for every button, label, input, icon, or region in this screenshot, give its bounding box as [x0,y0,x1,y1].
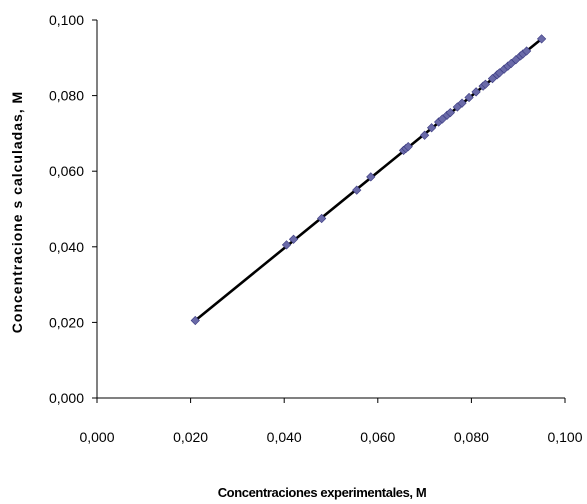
data-point [445,107,455,118]
data-point [426,123,437,133]
data-point [471,87,481,97]
x-tick-label: 0,040 [267,429,302,445]
data-point [480,79,491,89]
y-tick-labels: 0,000 0,020 0,040 0,060 0,080 0,100 [49,12,84,406]
data-point [281,240,292,250]
x-axis-label: Concentraciones experimentales, M [218,485,427,500]
x-tick-label: 0,080 [454,429,489,445]
data-point [464,92,474,103]
data-point [403,142,413,152]
y-tick-label: 0,000 [49,390,84,406]
y-axis-label: Concentracione s calculadas, M [9,91,25,333]
y-tick-label: 0,040 [49,239,84,255]
data-point [419,130,430,140]
data-points [190,34,547,326]
x-tick-label: 0,000 [79,429,114,445]
data-point [352,185,362,195]
x-tick-labels: 0,000 0,020 0,040 0,060 0,080 0,100 [79,429,582,445]
data-point [536,34,547,44]
x-tick-label: 0,100 [547,429,582,445]
data-point [457,98,467,108]
axes [92,19,566,403]
trendline-group [194,37,543,322]
x-tick-label: 0,060 [360,429,395,445]
trendline [194,37,543,322]
y-tick-label: 0,080 [49,88,84,104]
data-point [366,172,376,182]
y-tick-label: 0,100 [49,12,84,28]
x-tick-label: 0,020 [173,429,208,445]
data-point [190,315,200,326]
data-point [288,234,299,244]
y-tick-label: 0,020 [49,314,84,330]
data-point [521,46,532,56]
y-tick-label: 0,060 [49,163,84,179]
data-point [317,213,327,224]
